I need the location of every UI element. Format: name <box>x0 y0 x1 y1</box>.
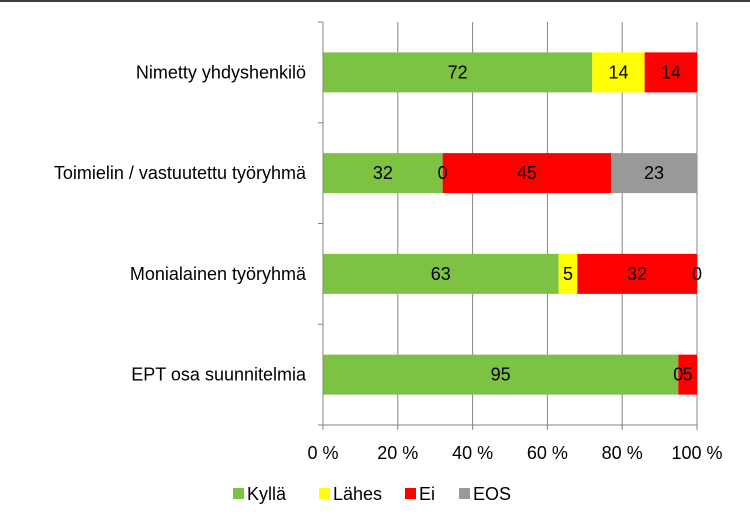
x-tick-label: 40 % <box>452 443 493 463</box>
legend: Kyllä Lähes Ei EOS <box>233 484 511 504</box>
bar-segment-ei <box>442 153 611 194</box>
data-label: 0 <box>673 365 683 385</box>
category-label: Toimielin / vastuutettu työryhmä <box>54 163 307 183</box>
data-label: 72 <box>448 62 468 82</box>
data-label: 45 <box>517 163 537 183</box>
legend-swatch <box>319 488 330 499</box>
category-label: EPT osa suunnitelmia <box>131 365 307 385</box>
data-label: 32 <box>373 163 393 183</box>
data-label: 32 <box>627 264 647 284</box>
legend-label: Kyllä <box>247 484 287 504</box>
bar-segment-kyllä <box>323 253 559 294</box>
bar-segment-eos <box>610 153 697 194</box>
data-label: 0 <box>692 264 702 284</box>
bar-segment-kyllä <box>323 354 679 395</box>
category-label: Nimetty yhdyshenkilö <box>136 62 306 82</box>
bar-segment-ei <box>644 52 697 93</box>
legend-swatch <box>233 488 244 499</box>
data-label: 63 <box>431 264 451 284</box>
x-tick-label: 100 % <box>671 443 722 463</box>
category-label: Monialainen työryhmä <box>130 264 307 284</box>
data-label: 5 <box>683 365 693 385</box>
x-tick-label: 80 % <box>602 443 643 463</box>
legend-label: Lähes <box>333 484 382 504</box>
data-label: 95 <box>491 365 511 385</box>
axes: 0 % 20 % 40 % 60 % 80 % 100 % <box>307 21 723 463</box>
bar-segment-ei <box>577 253 697 294</box>
legend-swatch <box>459 488 470 499</box>
data-label: 14 <box>608 62 628 82</box>
x-tick-label: 60 % <box>527 443 568 463</box>
data-label: 23 <box>644 163 664 183</box>
labels: Nimetty yhdyshenkilö 72 14 14 Toimielin / va… <box>54 62 702 384</box>
bar-segment-lähes <box>558 253 578 294</box>
bar-segment-lähes <box>592 52 645 93</box>
legend-label: Ei <box>419 484 435 504</box>
data-label: 5 <box>563 264 573 284</box>
legend-swatch <box>405 488 416 499</box>
x-tick-label: 0 % <box>307 443 338 463</box>
data-label: 14 <box>661 62 681 82</box>
legend-label: EOS <box>473 484 511 504</box>
x-tick-label: 20 % <box>377 443 418 463</box>
bar-segment-kyllä <box>323 153 443 194</box>
bar-segment-ei <box>678 354 697 395</box>
data-label: 0 <box>438 163 448 183</box>
bar-segments <box>323 52 697 395</box>
bar-segment-kyllä <box>323 52 593 93</box>
